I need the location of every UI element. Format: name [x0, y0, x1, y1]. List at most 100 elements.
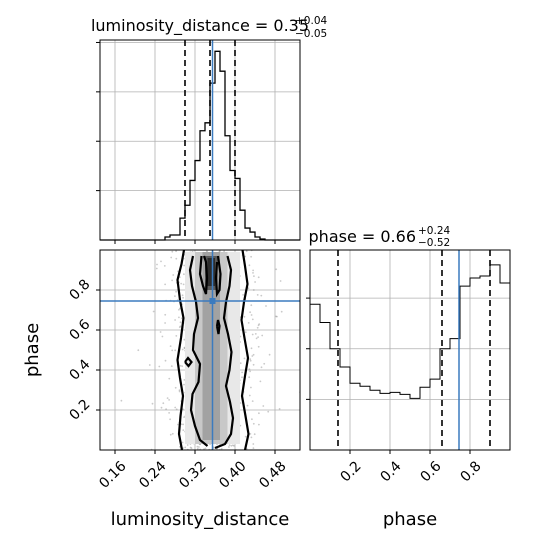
ld-histogram-steps — [100, 50, 300, 241]
joint-scatter-point — [174, 406, 177, 409]
phase-histogram-title-main: phase = 0.66 — [309, 227, 416, 246]
joint-scatter-point — [258, 423, 260, 426]
joint-scatter-point — [178, 389, 181, 392]
joint-scatter-point — [178, 316, 180, 319]
joint-scatter-point — [175, 257, 178, 260]
joint-contour-line — [198, 255, 209, 295]
joint-scatter-point — [251, 355, 254, 357]
joint-scatter-point — [182, 429, 185, 431]
joint-scatter-point — [248, 368, 251, 371]
joint-scatter-point — [148, 364, 151, 366]
joint-scatter-point — [261, 334, 264, 337]
joint-scatter-point — [256, 294, 259, 296]
joint-scatter-point — [254, 281, 256, 283]
joint-scatter-point — [174, 319, 177, 321]
joint-scatter-point — [137, 349, 140, 352]
joint-scatter-point — [263, 362, 266, 365]
joint-scatter-point — [171, 250, 174, 253]
joint-scatter-point — [160, 406, 163, 409]
joint-scatter-point — [178, 326, 181, 329]
joint-scatter-point — [169, 345, 172, 347]
joint-x-tick-label: 0.32 — [176, 458, 209, 491]
joint-contour-line — [188, 255, 209, 447]
ld-histogram-panel: luminosity_distance = 0.35 +0.04 −0.05 — [91, 15, 327, 244]
joint-scatter-point — [218, 250, 221, 253]
joint-y-axis-label: phase — [22, 323, 43, 377]
joint-frame — [99, 249, 301, 451]
joint-x-tick-label: 0.40 — [216, 458, 249, 491]
joint-scatter-point — [280, 310, 283, 313]
joint-scatter-point — [171, 432, 174, 435]
joint-density-max — [207, 258, 215, 286]
joint-scatter-point — [175, 250, 178, 253]
ld-histogram-frame — [99, 39, 301, 241]
joint-density-core — [202, 252, 220, 440]
joint-scatter-point — [183, 379, 186, 381]
joint-x-tick-label: 0.16 — [96, 458, 129, 491]
joint-scatter-point — [228, 446, 230, 448]
joint-scatter-point — [183, 416, 186, 418]
phase-x-ticks: 0.2 0.4 0.6 0.8 — [338, 450, 485, 485]
phase-x-tick-label: 0.6 — [418, 458, 445, 485]
joint-scatter-point — [164, 313, 167, 316]
joint-scatter-point — [249, 359, 252, 362]
joint-contour-line — [215, 319, 221, 335]
joint-scatter-point — [265, 305, 267, 307]
joint-scatter-point — [196, 445, 199, 448]
joint-scatter-point — [247, 322, 250, 324]
phase-histogram-panel: 0.2 0.4 0.6 0.8 phase = 0.66 +0.24 −0.52 ph… — [306, 225, 511, 530]
joint-scatter-point — [172, 274, 175, 276]
joint-scatter-point — [243, 357, 246, 360]
joint-scatter-point — [275, 315, 277, 318]
joint-scatter-point — [244, 255, 247, 258]
phase-title-sub: −0.52 — [418, 237, 450, 249]
joint-scatter-point — [182, 296, 185, 299]
joint-scatter-point — [258, 412, 260, 415]
ld-title-main: luminosity_distance = 0.35 — [91, 16, 309, 36]
phase-histogram-steps — [310, 264, 510, 399]
joint-scatter-point — [155, 267, 158, 270]
joint-scatter-point — [278, 408, 281, 410]
joint-scatter-point — [248, 376, 251, 379]
joint-scatter-point — [181, 348, 184, 351]
phase-quantile-lines — [337, 250, 491, 450]
joint-scatter-point — [164, 359, 167, 362]
joint-x-ticks: 0.16 0.24 0.32 0.40 0.48 — [96, 450, 290, 492]
joint-scatter-point — [256, 326, 259, 329]
joint-scatter-point — [152, 310, 155, 313]
joint-scatter-point — [178, 307, 181, 310]
joint-scatter-point — [182, 283, 185, 286]
joint-scatter-point — [252, 363, 255, 366]
joint-scatter-point — [174, 349, 177, 352]
joint-scatter-point — [223, 250, 226, 253]
joint-scatter-point — [190, 447, 193, 450]
phase-x-tick-label: 0.8 — [458, 458, 485, 485]
joint-scatter-point — [253, 433, 256, 436]
ld-quantile-lines — [184, 40, 236, 240]
joint-scatter-point — [239, 362, 242, 365]
joint-scatter-point — [252, 269, 255, 272]
joint-scatter-point — [241, 376, 243, 379]
joint-contour-panel: 0.16 0.24 0.32 0.40 0.48 0.2 0.4 0.6 0.8 lumino… — [22, 249, 301, 530]
joint-scatter-point — [171, 349, 174, 352]
joint-scatter-point — [198, 446, 200, 448]
joint-scatter-point — [248, 264, 251, 267]
joint-scatter-point — [255, 337, 258, 340]
joint-scatter-point — [252, 272, 254, 274]
joint-x-tick-label: 0.24 — [136, 458, 169, 491]
joint-scatter-point — [253, 275, 255, 277]
joint-scatter-point — [180, 317, 183, 320]
joint-y-ticks: 0.2 0.4 0.6 0.8 — [66, 276, 100, 424]
joint-scatter-point — [242, 294, 245, 296]
joint-scatter-point — [250, 436, 253, 439]
joint-scatter-point — [183, 383, 185, 386]
joint-scatter-point — [179, 325, 182, 328]
joint-scatter-point — [251, 333, 254, 336]
joint-scatter-point — [170, 365, 173, 367]
joint-scatter-point — [183, 347, 186, 349]
joint-scatter-point — [179, 321, 182, 324]
joint-scatter-point — [257, 345, 260, 348]
joint-scatter-point — [249, 311, 252, 314]
joint-scatter-point — [204, 447, 207, 450]
